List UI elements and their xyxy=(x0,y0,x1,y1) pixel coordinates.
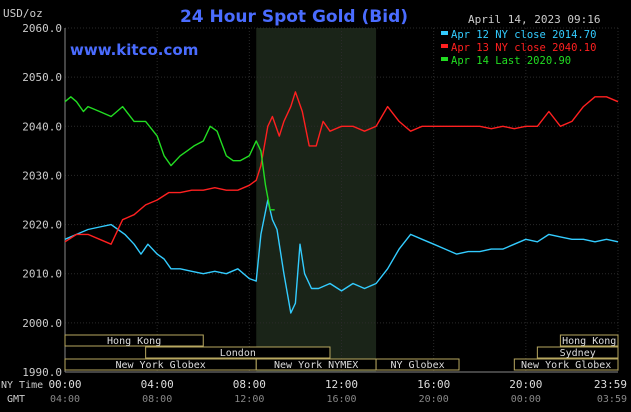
legend-swatch xyxy=(441,44,448,48)
x-tick-label-gmt: 20:00 xyxy=(419,394,449,405)
x-tick-label-gmt: 00:00 xyxy=(511,394,541,405)
chart-title: 24 Hour Spot Gold (Bid) xyxy=(180,7,408,27)
nymex-shaded-area xyxy=(256,28,377,372)
y-tick-label: 1990.0 xyxy=(22,366,62,379)
legend-entry: Apr 14 Last 2020.90 xyxy=(451,55,571,67)
x-tick-label-gmt: 03:59 xyxy=(597,394,627,405)
session-bar xyxy=(64,334,204,347)
legend-entry: Apr 12 NY close 2014.70 xyxy=(451,29,596,41)
session-label: Hong Kong xyxy=(562,336,616,347)
y-tick-label: 2020.0 xyxy=(22,219,62,232)
y-tick-label: 2040.0 xyxy=(22,120,62,133)
legend-entry: Apr 13 NY close 2040.10 xyxy=(451,42,596,54)
x-tick-label-ny: 08:00 xyxy=(233,378,266,391)
unit-label: USD/oz xyxy=(3,7,43,20)
y-tick-label: 2050.0 xyxy=(22,71,62,84)
series-line-1 xyxy=(64,199,619,314)
y-tick-label: 2030.0 xyxy=(22,169,62,182)
x-tick-label-ny: 16:00 xyxy=(417,378,450,391)
x-tick-label-gmt: 08:00 xyxy=(142,394,172,405)
session-bar xyxy=(145,346,331,359)
date-label: April 14, 2023 09:16 xyxy=(468,13,600,26)
series-line-2 xyxy=(64,91,619,245)
session-label: Hong Kong xyxy=(107,336,161,347)
x-tick-label-gmt: 04:00 xyxy=(50,394,80,405)
series-line-3 xyxy=(64,96,275,211)
x-tick-label-ny: 20:00 xyxy=(509,378,542,391)
session-label: New York NYMEX xyxy=(274,360,358,371)
x-tick-label-ny: 23:59 xyxy=(594,378,627,391)
session-label: London xyxy=(220,348,256,359)
y-tick-label: 2000.0 xyxy=(22,317,62,330)
x-row2-label: GMT xyxy=(7,394,25,405)
session-label: New York Globex xyxy=(115,360,205,371)
x-tick-label-ny: 04:00 xyxy=(141,378,174,391)
session-label: Sydney xyxy=(560,348,596,359)
session-label: NY Globex xyxy=(390,360,444,371)
x-row1-label: NY Time xyxy=(1,380,43,391)
x-tick-label-gmt: 12:00 xyxy=(234,394,264,405)
website-label: www.kitco.com xyxy=(70,41,198,59)
y-tick-label: 2010.0 xyxy=(22,268,62,281)
x-tick-label-ny: 00:00 xyxy=(48,378,81,391)
legend-swatch xyxy=(441,31,448,35)
legend-swatch xyxy=(441,57,448,61)
session-bar xyxy=(559,334,619,347)
x-tick-label-ny: 12:00 xyxy=(325,378,358,391)
x-tick-label-gmt: 16:00 xyxy=(326,394,356,405)
session-label: New York Globex xyxy=(521,360,611,371)
y-tick-label: 2060.0 xyxy=(22,22,62,35)
session-bar xyxy=(536,346,619,359)
session-bar xyxy=(513,358,619,371)
session-bar xyxy=(375,358,460,371)
